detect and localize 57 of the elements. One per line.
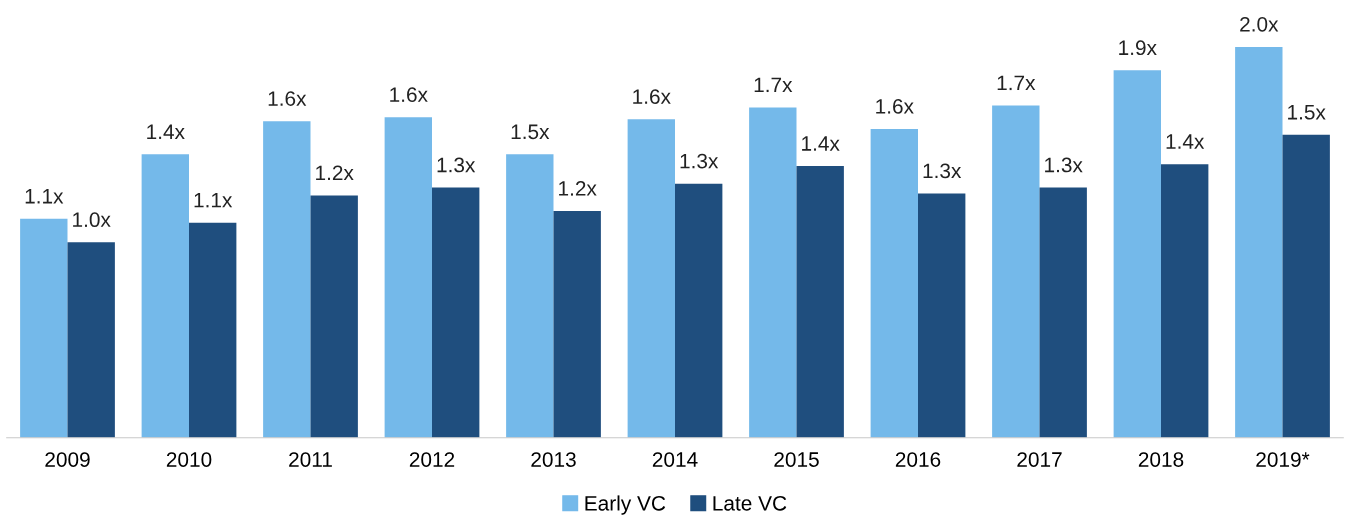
bar <box>870 128 918 438</box>
bar <box>627 119 675 438</box>
data-label: 1.6x <box>876 98 914 114</box>
bar <box>675 183 723 438</box>
data-label: 1.2x <box>316 165 354 180</box>
x-tick-label: 2012 <box>409 452 455 467</box>
legend-label: Early VC <box>585 495 666 515</box>
data-label: 1.1x <box>25 189 64 204</box>
x-tick-label: 2018 <box>1138 452 1184 467</box>
bar <box>992 105 1040 438</box>
data-label: 1.4x <box>1166 134 1205 149</box>
x-tick-label: 2010 <box>166 452 212 467</box>
bar <box>553 211 601 438</box>
x-tick-label: 2013 <box>531 452 576 467</box>
bar <box>1282 134 1330 438</box>
data-label: 1.5x <box>511 124 550 140</box>
data-label: 1.7x <box>997 75 1036 91</box>
data-label: 1.3x <box>1045 157 1083 173</box>
data-label: 1.9x <box>1119 40 1157 56</box>
data-label: 2.0x <box>1240 16 1279 32</box>
data-label: 1.2x <box>559 181 597 196</box>
bar <box>310 195 358 438</box>
bar <box>432 187 480 438</box>
data-label: 1.0x <box>73 212 111 228</box>
legend-label: Late VC <box>713 495 787 511</box>
bar <box>189 222 237 438</box>
bar <box>20 218 68 438</box>
data-label: 1.4x <box>147 124 185 139</box>
data-label: 1.7x <box>754 77 793 93</box>
bar <box>263 121 311 438</box>
x-tick-label: 2009 <box>45 452 90 467</box>
data-label: 1.3x <box>437 157 476 173</box>
bar <box>67 242 115 438</box>
data-label: 1.6x <box>390 87 428 103</box>
bar <box>141 154 189 438</box>
x-tick-label: 2011 <box>289 452 332 467</box>
bar <box>506 154 554 438</box>
bar <box>1235 46 1283 438</box>
data-label: 1.5x <box>1288 105 1326 120</box>
x-tick-label: 2016 <box>895 452 941 467</box>
x-tick-label: 2017 <box>1017 452 1062 467</box>
data-label: 1.6x <box>268 91 307 106</box>
data-label: 1.3x <box>923 163 962 179</box>
x-tick-label: 2015 <box>774 452 819 467</box>
bar <box>1039 187 1087 438</box>
bar <box>1113 70 1161 438</box>
data-label: 1.3x <box>680 153 719 169</box>
data-label: 1.1x <box>194 193 233 208</box>
bar <box>1161 164 1209 438</box>
data-label: 1.6x <box>633 89 671 104</box>
bar <box>384 117 432 438</box>
data-label: 1.4x <box>802 136 840 151</box>
bar <box>796 166 844 438</box>
bar <box>918 193 966 438</box>
bar <box>749 107 797 438</box>
x-tick-label: 2019* <box>1256 452 1310 467</box>
x-tick-label: 2014 <box>652 452 698 467</box>
